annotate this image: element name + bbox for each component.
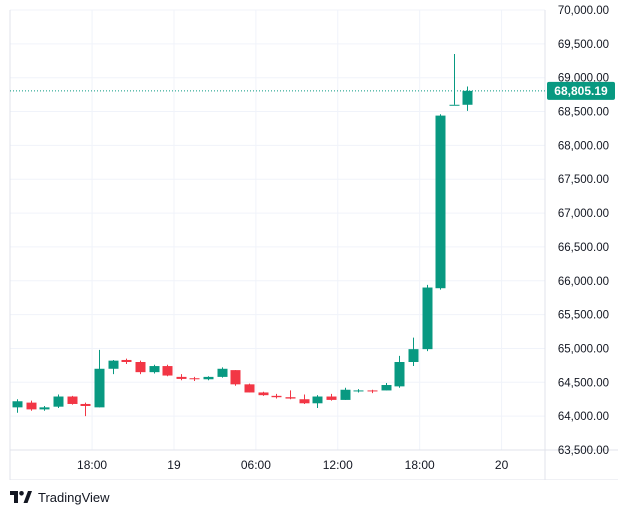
- candle-body: [394, 362, 405, 387]
- y-tick-label: 66,000.00: [558, 276, 609, 288]
- candle-body: [94, 368, 105, 408]
- candle-body: [189, 378, 200, 380]
- tradingview-logo-text: TradingView: [38, 489, 110, 505]
- last-price-badge: 68,805.19: [547, 81, 615, 100]
- y-tick-label: 67,000.00: [558, 208, 609, 220]
- last-price-badge-bg: [547, 81, 615, 100]
- candle-body: [217, 368, 228, 377]
- x-tick-label: 12:00: [323, 458, 353, 472]
- y-tick-label: 64,500.00: [558, 377, 609, 389]
- y-tick-label: 70,000.00: [558, 5, 609, 17]
- x-tick-label: 18:00: [77, 458, 107, 472]
- axes: [9, 10, 618, 480]
- candle-body: [312, 396, 323, 404]
- candle-body: [162, 366, 173, 376]
- y-tick-label: 65,500.00: [558, 310, 609, 322]
- candle-body: [67, 396, 78, 404]
- candle-body: [12, 401, 23, 408]
- candle-body: [80, 403, 91, 406]
- candle-body: [422, 287, 433, 350]
- y-tick-label: 66,500.00: [558, 242, 609, 254]
- x-tick-label: 18:00: [405, 458, 435, 472]
- candle-body: [340, 389, 351, 400]
- y-tick-label: 64,000.00: [558, 411, 609, 423]
- candle-body: [135, 362, 146, 373]
- y-tick-label: 68,500.00: [558, 107, 609, 119]
- x-axis-labels: 18:00 19 06:00 12:00 18:00 20: [77, 458, 509, 472]
- candle-body: [462, 90, 473, 105]
- x-tick-label: 19: [167, 458, 181, 472]
- candle-body: [285, 397, 296, 399]
- candle-body: [271, 395, 282, 398]
- y-tick-label: 67,500.00: [558, 174, 609, 186]
- tradingview-logo[interactable]: TradingView: [10, 487, 110, 507]
- y-tick-label: 68,000.00: [558, 140, 609, 152]
- candle-body: [26, 402, 37, 410]
- candle-body: [299, 399, 310, 404]
- candle-body: [367, 390, 378, 392]
- y-tick-label: 65,000.00: [558, 343, 609, 355]
- candlestick-chart[interactable]: 63,500.00 64,000.00 64,500.00 65,000.00 65,5…: [0, 0, 628, 480]
- candle-body: [449, 104, 460, 106]
- candle-body: [258, 392, 269, 396]
- candle-body: [435, 115, 446, 289]
- candle-body: [108, 360, 119, 369]
- x-tick-label: 06:00: [241, 458, 271, 472]
- candle-body: [381, 385, 392, 391]
- candle-body: [408, 349, 419, 362]
- candle-body: [353, 390, 364, 392]
- tradingview-logo-icon: [10, 491, 32, 503]
- candle-body: [39, 407, 50, 410]
- y-axis-labels: 63,500.00 64,000.00 64,500.00 65,000.00 65,5…: [558, 5, 609, 457]
- candle-body: [230, 370, 241, 385]
- y-tick-label: 63,500.00: [558, 445, 609, 457]
- x-tick-label: 20: [495, 458, 509, 472]
- candle-body: [244, 384, 255, 393]
- y-tick-label: 69,500.00: [558, 39, 609, 51]
- candle-body: [121, 359, 132, 362]
- candle-body: [203, 376, 214, 380]
- candle-body: [176, 376, 187, 379]
- grid: [10, 9, 545, 451]
- candle-body: [53, 396, 64, 407]
- candles: [12, 54, 473, 417]
- candle-body: [326, 396, 337, 400]
- candle-body: [149, 366, 160, 373]
- last-price-badge-text: 68,805.19: [554, 84, 608, 98]
- y-tick-label: 69,000.00: [558, 73, 609, 85]
